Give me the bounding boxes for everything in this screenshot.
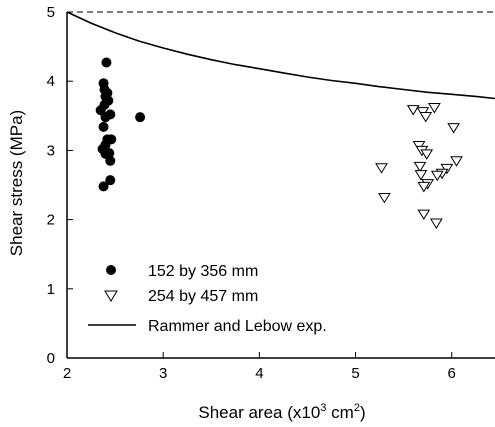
data-point-open-triangle (447, 123, 461, 134)
y-tick-label: 4 (47, 73, 55, 90)
legend-label-series-2: 254 by 457 mm (148, 288, 258, 305)
data-point-open-triangle (420, 149, 434, 160)
data-point-open-triangle (375, 163, 388, 174)
y-axis-label: Shear stress (MPa) (7, 110, 26, 256)
data-points-layer (95, 57, 463, 230)
x-tick-label: 4 (255, 365, 263, 382)
data-point-open-triangle (429, 218, 443, 230)
y-tick-label: 2 (47, 212, 55, 229)
data-point-filled-circle (105, 175, 116, 186)
data-point-open-triangle (430, 170, 444, 182)
legend-label-series-3: Rammer and Lebow exp. (148, 318, 327, 335)
x-tick-label: 5 (351, 365, 359, 382)
data-point-open-triangle (450, 156, 463, 167)
model-curve-layer (66, 11, 495, 100)
plot-frame (66, 11, 495, 359)
data-point-open-triangle (417, 181, 431, 193)
y-tick-label: 3 (47, 142, 55, 159)
legend-marker-open-triangle (104, 290, 118, 302)
data-point-filled-circle (98, 181, 109, 192)
data-point-open-triangle (417, 209, 431, 221)
x-tick-label: 2 (63, 365, 71, 382)
legend: 152 by 356 mm 254 by 457 mm Rammer and L… (88, 263, 327, 335)
x-axis-ticks: 2 3 4 5 6 (63, 352, 456, 382)
data-point-filled-circle (135, 112, 146, 123)
data-point-open-triangle (378, 192, 391, 204)
data-point-open-triangle (413, 161, 427, 173)
legend-label-series-1: 152 by 356 mm (148, 263, 258, 280)
y-axis-ticks: 0 1 2 3 4 5 (47, 4, 73, 367)
y-tick-label: 5 (47, 4, 55, 21)
y-tick-label: 0 (47, 350, 55, 367)
data-point-filled-circle (100, 112, 111, 123)
data-point-filled-circle (101, 57, 112, 68)
x-tick-label: 6 (448, 365, 456, 382)
x-tick-label: 3 (159, 365, 167, 382)
data-point-open-triangle (414, 170, 428, 181)
data-point-open-triangle (406, 105, 420, 116)
model-curve-line (66, 11, 495, 100)
data-point-filled-circle (105, 155, 116, 166)
data-point-open-triangle (428, 102, 441, 114)
legend-marker-filled-circle (106, 265, 116, 275)
data-point-filled-circle (98, 121, 109, 132)
data-point-open-triangle (419, 111, 433, 123)
x-axis-label: Shear area (x103 cm2) (198, 402, 365, 422)
y-tick-label: 1 (47, 281, 55, 298)
